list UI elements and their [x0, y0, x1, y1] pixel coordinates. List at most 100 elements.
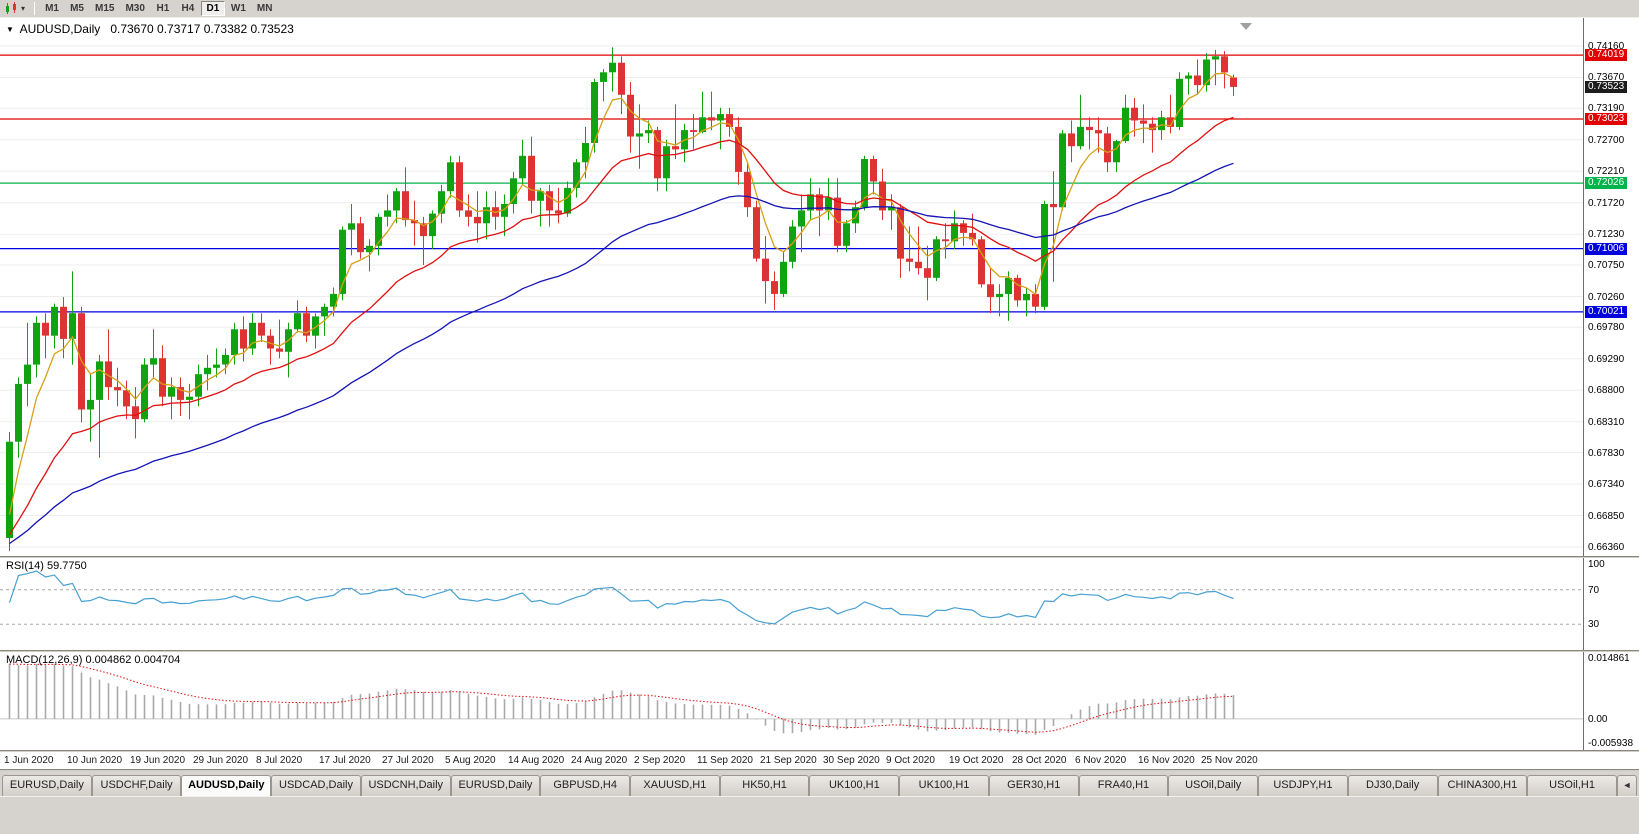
date-label: 29 Jun 2020	[193, 755, 249, 766]
timeframe-button-w1[interactable]: W1	[230, 3, 246, 14]
timeframe-button-m30[interactable]: M30	[125, 3, 145, 14]
price-tick-label: 0.66850	[1588, 510, 1625, 522]
chart-type-button[interactable]: ▾	[3, 2, 29, 15]
ma-fast-line	[8, 72, 1234, 515]
ma-mid-line	[8, 116, 1234, 535]
date-label: 27 Jul 2020	[382, 755, 434, 766]
date-label: 21 Sep 2020	[760, 755, 817, 766]
date-label: 5 Aug 2020	[445, 755, 496, 766]
rsi-pane[interactable]: RSI(14) 59.7750	[0, 558, 1583, 650]
price-tick-label: 0.72700	[1588, 134, 1625, 146]
date-label: 16 Nov 2020	[1138, 755, 1195, 766]
chart-tab-usdcad-daily[interactable]: USDCAD,Daily	[271, 775, 361, 796]
price-axis[interactable]: 0.74160 0.73670 0.73190 0.72700 0.72210 0.717…	[1583, 18, 1639, 556]
chart-tab-usoil-daily[interactable]: USOil,Daily	[1168, 775, 1259, 796]
macd-signal-line	[9, 663, 1234, 733]
rsi-line	[8, 570, 1234, 625]
chart-tab-eurusd-daily[interactable]: EURUSD,Daily	[450, 775, 541, 796]
price-tick-label: 0.67830	[1588, 447, 1625, 459]
macd-axis[interactable]: 0.014861 0.00 -0.005938	[1583, 652, 1639, 750]
support-resistance-lines	[0, 54, 1583, 313]
chart-symbol-label: AUDUSD,Daily	[19, 22, 101, 36]
chart-tab-usdcnh-daily[interactable]: USDCNH,Daily	[360, 775, 451, 796]
collapse-arrow-icon[interactable]: ▼	[6, 25, 14, 34]
ma-slow-line	[9, 162, 1234, 545]
chart-tab-ger30-h1[interactable]: GER30,H1	[988, 775, 1079, 796]
rsi-chart[interactable]	[0, 558, 1583, 650]
chart-tab-fra40-h1[interactable]: FRA40,H1	[1078, 775, 1169, 796]
price-tick-label: 0.73670	[1588, 72, 1625, 84]
date-label: 28 Oct 2020	[1012, 755, 1067, 766]
price-tick-label: 0.69290	[1588, 353, 1625, 365]
price-tick-label: 0.74160	[1588, 41, 1625, 52]
timeframe-button-h4[interactable]: H4	[181, 3, 195, 14]
date-label: 8 Jul 2020	[256, 755, 303, 766]
rsi-level-lines	[0, 589, 1583, 625]
rsi-level-label: 70	[1588, 584, 1600, 596]
date-label: 17 Jul 2020	[319, 755, 371, 766]
main-chart-pane[interactable]: ▼ AUDUSD,Daily 0.73670 0.73717 0.73382 0…	[0, 18, 1583, 556]
date-label: 24 Aug 2020	[571, 755, 628, 766]
chart-tab-xauusd-h1[interactable]: XAUUSD,H1	[630, 775, 720, 796]
pane-splitter	[0, 750, 1639, 752]
chart-tab-uk100-h1[interactable]: UK100,H1	[899, 775, 989, 796]
date-label: 14 Aug 2020	[508, 755, 565, 766]
macd-axis-label: 0.014861	[1588, 653, 1630, 664]
date-label: 2 Sep 2020	[634, 755, 686, 766]
macd-histogram	[8, 663, 1235, 735]
chart-tab-bar: EURUSD,Daily USDCHF,Daily AUDUSD,Daily USDC…	[0, 771, 1639, 796]
timeframe-button-mn[interactable]: MN	[256, 3, 273, 14]
chart-tab-audusd-daily[interactable]: AUDUSD,Daily	[181, 775, 272, 796]
pane-splitter[interactable]	[0, 556, 1639, 558]
price-tick-label: 0.66360	[1588, 542, 1625, 553]
rsi-level-label: 30	[1588, 619, 1600, 631]
tabbar-groove	[0, 769, 1639, 771]
status-strip	[0, 796, 1639, 834]
price-tick-label: 0.69780	[1588, 322, 1625, 334]
price-tick-label: 0.68800	[1588, 385, 1625, 397]
tab-scroll-left-button[interactable]: ◄	[1616, 775, 1637, 796]
price-level-label: 0.72026	[1585, 177, 1628, 190]
candlestick-chart[interactable]	[0, 18, 1583, 556]
date-label: 25 Nov 2020	[1201, 755, 1258, 766]
dropdown-arrow-icon: ▾	[21, 3, 26, 13]
chart-tab-china300-h1[interactable]: CHINA300,H1	[1437, 775, 1528, 796]
timeframe-button-m1[interactable]: M1	[45, 3, 59, 14]
price-tick-label: 0.68310	[1588, 416, 1625, 428]
timeframe-toolbar: ▾ M1 M5 M15 M30 H1 H4 D1 W1 MN	[0, 0, 1639, 18]
toolbar-separator	[34, 2, 36, 15]
pane-splitter[interactable]	[0, 650, 1639, 652]
date-axis[interactable]: 1 Jun 2020 10 Jun 2020 19 Jun 2020 29 Jun 2…	[0, 752, 1639, 769]
current-price-label: 0.73523	[1585, 80, 1628, 93]
chart-tab-hk50-h1[interactable]: HK50,H1	[719, 775, 810, 796]
chart-tab-usoil-h1[interactable]: USOil,H1	[1527, 775, 1617, 796]
chart-symbol-ohlc: ▼ AUDUSD,Daily 0.73670 0.73717 0.73382 0…	[6, 22, 294, 36]
date-label: 1 Jun 2020	[4, 755, 54, 766]
price-tick-label: 0.72210	[1588, 166, 1625, 178]
candles	[6, 47, 1237, 551]
chart-tab-uk100-h1[interactable]: UK100,H1	[809, 775, 900, 796]
chart-tab-usdjpy-h1[interactable]: USDJPY,H1	[1258, 775, 1348, 796]
chart-shift-marker	[1240, 23, 1252, 30]
date-label: 19 Jun 2020	[130, 755, 186, 766]
macd-label: MACD(12,26,9) 0.004862 0.004704	[6, 654, 181, 666]
macd-pane[interactable]: MACD(12,26,9) 0.004862 0.004704	[0, 652, 1583, 750]
timeframe-button-h1[interactable]: H1	[156, 3, 170, 14]
macd-axis-label: 0.00	[1588, 713, 1608, 725]
macd-chart[interactable]	[0, 652, 1583, 750]
price-level-label: 0.74019	[1585, 49, 1628, 62]
date-label: 9 Oct 2020	[886, 755, 935, 766]
rsi-label: RSI(14) 59.7750	[6, 560, 87, 572]
chart-tab-gbpusd-h4[interactable]: GBPUSD,H4	[540, 775, 631, 796]
price-tick-label: 0.70260	[1588, 291, 1625, 303]
date-label: 6 Nov 2020	[1075, 755, 1127, 766]
chart-tab-eurusd-daily[interactable]: EURUSD,Daily	[2, 775, 92, 796]
date-label: 10 Jun 2020	[67, 755, 123, 766]
timeframe-button-m5[interactable]: M5	[70, 3, 84, 14]
timeframe-button-m15[interactable]: M15	[95, 3, 115, 14]
rsi-level-label: 100	[1588, 559, 1605, 570]
timeframe-button-d1[interactable]: D1	[200, 1, 225, 16]
chart-tab-dj30-daily[interactable]: DJ30,Daily	[1347, 775, 1438, 796]
chart-tab-usdchf-daily[interactable]: USDCHF,Daily	[91, 775, 182, 796]
rsi-axis[interactable]: 100 70 30	[1583, 558, 1639, 650]
